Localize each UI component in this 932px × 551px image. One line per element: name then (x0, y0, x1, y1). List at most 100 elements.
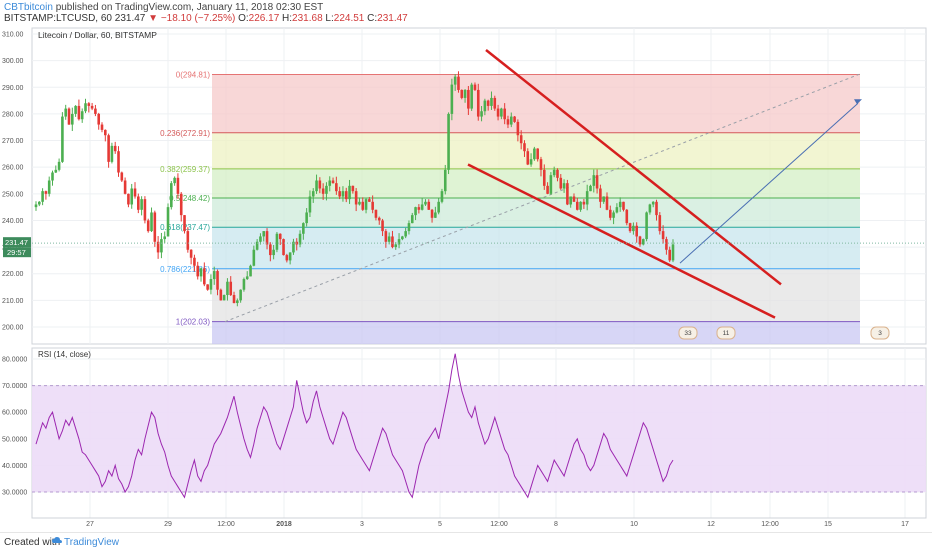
candle-body (486, 100, 490, 106)
candle-body (529, 159, 533, 165)
candle-body (272, 249, 275, 256)
price-tick-label: 270.00 (2, 138, 24, 145)
candle-body (302, 223, 305, 234)
candle-body (417, 207, 421, 210)
candle-body (384, 231, 388, 242)
candle-body (41, 191, 44, 202)
candle-body (308, 196, 312, 213)
fib-level-label: 0.236(272.91) (160, 129, 210, 138)
candle-body (407, 223, 411, 232)
candle-body (113, 145, 117, 152)
candle-body (259, 236, 262, 242)
candle-body (371, 201, 374, 210)
event-flag-icon (870, 326, 890, 340)
open-value: 226.17 (248, 13, 280, 24)
candle-body (566, 183, 569, 205)
candle-body (137, 196, 140, 210)
time-tick-label: 3 (360, 521, 364, 528)
candle-body (655, 201, 658, 216)
rsi-band (32, 385, 926, 492)
candle-body (179, 193, 183, 216)
candle-body (173, 177, 176, 184)
candle-body (338, 191, 341, 197)
publish-line: CBTbitcoin published on TradingView.com,… (4, 2, 323, 13)
candle-body (315, 180, 318, 192)
countdown-tag (3, 247, 31, 258)
candle-body (582, 201, 586, 205)
price-tick-label: 220.00 (2, 271, 24, 278)
candle-body (245, 276, 249, 280)
candle-body (74, 105, 77, 114)
candle-body (622, 201, 625, 210)
candle-body (292, 241, 295, 253)
candle-body (585, 191, 589, 205)
candle-body (453, 76, 457, 85)
fib-band (212, 74, 860, 133)
candle-body (533, 148, 536, 160)
candle-body (473, 84, 477, 90)
candle-body (572, 196, 576, 202)
candle-body (104, 129, 107, 136)
candle-body (54, 169, 58, 173)
candle-body (47, 180, 51, 194)
candle-body (397, 239, 401, 245)
candle-body (641, 239, 645, 245)
candle-body (635, 225, 638, 237)
candle-body (490, 97, 493, 106)
event-badge-count: 3 (878, 330, 882, 337)
candle-body (509, 116, 513, 125)
price-tick-label: 240.00 (2, 218, 24, 225)
time-tick-label: 12 (707, 521, 715, 528)
candle-body (44, 191, 48, 194)
candle-body (457, 76, 460, 90)
time-tick-label: 5 (438, 521, 442, 528)
symbol-label: BITSTAMP:LTCUSD, 60 (4, 13, 112, 24)
candle-body (212, 271, 216, 280)
candle-body (166, 207, 170, 237)
rsi-tick-label: 40.0000 (2, 463, 27, 470)
candle-body (434, 212, 437, 218)
candle-body (97, 113, 101, 125)
event-flag-icon (678, 326, 698, 340)
candle-body (140, 199, 143, 210)
fib-band (212, 132, 860, 169)
candle-body (658, 215, 662, 232)
chart-header: CBTbitcoin published on TradingView.com,… (0, 0, 932, 26)
candle-body (265, 231, 269, 245)
fib-band (212, 198, 860, 228)
rsi-tick-label: 30.0000 (2, 490, 27, 497)
candle-body (374, 209, 378, 218)
candle-body (483, 100, 487, 112)
time-tick-label: 15 (824, 521, 832, 528)
candle-body (401, 236, 404, 240)
candle-body (160, 239, 163, 253)
candle-body (608, 209, 612, 218)
candle-body (377, 217, 381, 221)
fib-band-bottom (212, 321, 860, 344)
chart-canvas[interactable]: 310.00 300.00 290.00 280.00 270.00 260.00 250.… (0, 0, 932, 532)
rsi-tick-label: 80.0000 (2, 357, 27, 364)
down-arrow-icon: ▼ (148, 13, 159, 24)
fib-level-label: 1(202.03) (176, 318, 211, 327)
candle-body (569, 196, 572, 205)
candle-body (503, 108, 506, 120)
candle-body (443, 169, 447, 192)
candle-body (249, 265, 252, 277)
wedge-lower-trendline (467, 163, 776, 319)
candle-body (344, 191, 348, 200)
candle-body (311, 191, 315, 197)
candle-body (216, 271, 219, 290)
candle-body (589, 185, 592, 192)
candle-body (605, 196, 609, 210)
candle-body (450, 84, 454, 114)
author-link[interactable]: CBTbitcoin (4, 2, 53, 13)
tradingview-brand-link[interactable]: TradingView (64, 537, 120, 548)
candle-body (559, 177, 563, 189)
candle-body (638, 236, 642, 245)
candle-body (612, 212, 615, 218)
candle-body (57, 161, 61, 170)
candle-body (87, 103, 91, 106)
candle-body (255, 241, 259, 250)
candle-body (282, 239, 285, 256)
last-price: 231.47 (114, 13, 146, 24)
